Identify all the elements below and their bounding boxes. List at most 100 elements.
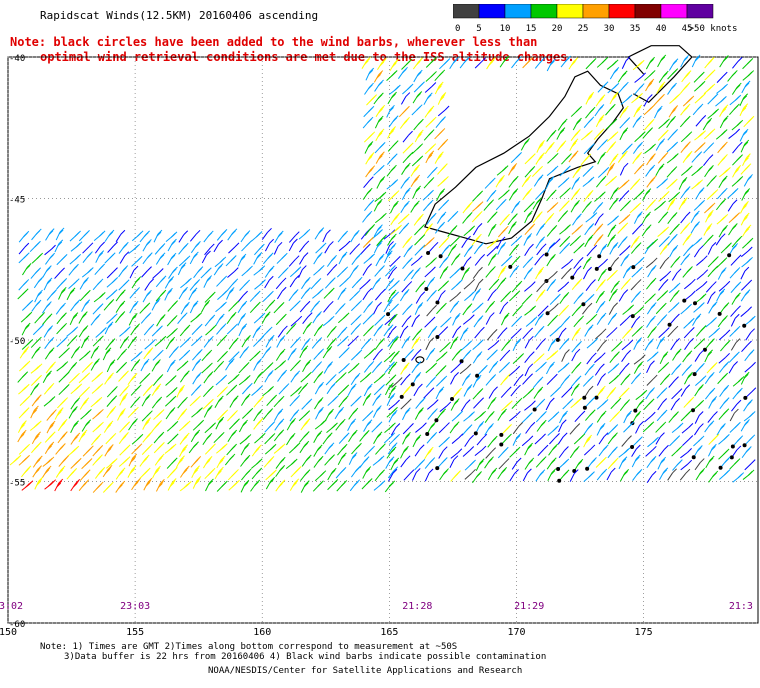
wind-barb	[599, 433, 608, 444]
wind-barb	[610, 352, 620, 363]
wind-barb	[461, 341, 472, 351]
wind-barb	[157, 314, 166, 326]
wind-barb	[745, 460, 755, 470]
contamination-dot	[731, 444, 735, 448]
wind-barb	[718, 316, 727, 327]
wind-barb	[324, 301, 334, 312]
wind-barb	[192, 324, 202, 335]
wind-barb	[668, 302, 679, 312]
wind-barb	[610, 411, 620, 422]
wind-barb	[404, 270, 414, 281]
wind-barb	[683, 151, 692, 162]
wind-barb	[374, 71, 383, 83]
wind-barb	[70, 254, 81, 264]
wind-barb	[56, 228, 64, 240]
wind-barb	[632, 455, 640, 467]
wind-barb	[709, 434, 719, 444]
wind-barb	[217, 276, 227, 287]
wind-barb	[708, 242, 716, 254]
wind-barb	[450, 57, 459, 69]
wind-barb	[535, 434, 546, 444]
wind-barb	[608, 216, 619, 226]
wind-barb	[696, 115, 706, 126]
wind-barb	[746, 329, 755, 341]
wind-barb	[681, 385, 690, 397]
wind-barb	[680, 82, 690, 93]
wind-barb	[695, 459, 704, 470]
wind-barb	[401, 201, 410, 213]
wind-barb	[473, 352, 482, 364]
wind-barb	[59, 456, 69, 467]
wind-barb	[227, 268, 238, 278]
wind-barb	[718, 303, 729, 316]
wind-barb	[242, 335, 251, 347]
wind-barb	[451, 471, 461, 482]
wind-barb	[550, 294, 560, 304]
wind-barb	[647, 361, 655, 373]
wind-barb	[119, 327, 130, 337]
wind-barb	[265, 300, 275, 311]
x-tick-label: 170	[507, 627, 525, 638]
wind-barb	[623, 266, 631, 278]
wind-barb	[560, 316, 570, 327]
wind-barb	[58, 432, 67, 443]
wind-barb	[423, 200, 433, 211]
wind-barb	[338, 313, 349, 323]
wind-barb	[120, 422, 130, 433]
wind-barb	[509, 244, 518, 255]
wind-barb	[299, 241, 308, 252]
wind-barb	[510, 469, 519, 481]
wind-barb	[703, 155, 713, 166]
wind-barb	[498, 467, 507, 478]
wind-barb	[499, 458, 509, 468]
contamination-dot	[691, 408, 695, 412]
wind-barb	[499, 424, 511, 436]
wind-barb	[166, 408, 175, 419]
y-tick-label: -60	[9, 620, 25, 630]
wind-barb	[607, 132, 618, 142]
wind-barb	[742, 316, 755, 328]
wind-barb	[730, 459, 740, 469]
wind-barb	[352, 253, 361, 264]
wind-barb	[425, 458, 435, 469]
wind-barb	[217, 481, 227, 491]
wind-barb	[533, 399, 545, 411]
wind-barb	[58, 419, 67, 431]
wind-barb	[522, 413, 532, 423]
wind-barb	[32, 347, 41, 359]
wind-barb	[621, 278, 631, 289]
wind-barb	[300, 346, 308, 358]
wind-barb	[465, 469, 476, 479]
wind-barb	[254, 280, 265, 290]
wind-barb	[741, 140, 749, 152]
wind-barb	[152, 466, 160, 478]
wind-barb	[561, 259, 572, 268]
time-label: 21:3	[729, 601, 753, 612]
wind-barb	[620, 363, 630, 374]
wind-barb	[670, 224, 680, 235]
wind-barb	[263, 253, 273, 264]
wind-barb	[513, 305, 523, 316]
wind-barb	[656, 164, 664, 176]
wind-barb	[373, 349, 382, 360]
contamination-dot	[386, 312, 390, 316]
wind-barb	[152, 360, 160, 372]
wind-barb	[705, 350, 713, 362]
wind-barb	[547, 202, 558, 212]
wind-barb	[191, 408, 202, 418]
wind-barb	[71, 300, 80, 311]
wind-barb	[351, 230, 360, 242]
contamination-dot	[545, 253, 549, 257]
wind-barb	[120, 252, 129, 264]
wind-barb	[79, 351, 90, 361]
wind-barb	[694, 81, 705, 91]
wind-barb	[238, 313, 246, 325]
wind-barb	[451, 254, 460, 266]
wind-barb	[647, 471, 656, 482]
wind-barb	[364, 177, 374, 188]
wind-barb	[22, 323, 30, 335]
wind-barb	[547, 59, 555, 71]
wind-barb	[141, 267, 151, 278]
wind-barb	[339, 396, 348, 407]
wind-barb	[743, 435, 755, 448]
